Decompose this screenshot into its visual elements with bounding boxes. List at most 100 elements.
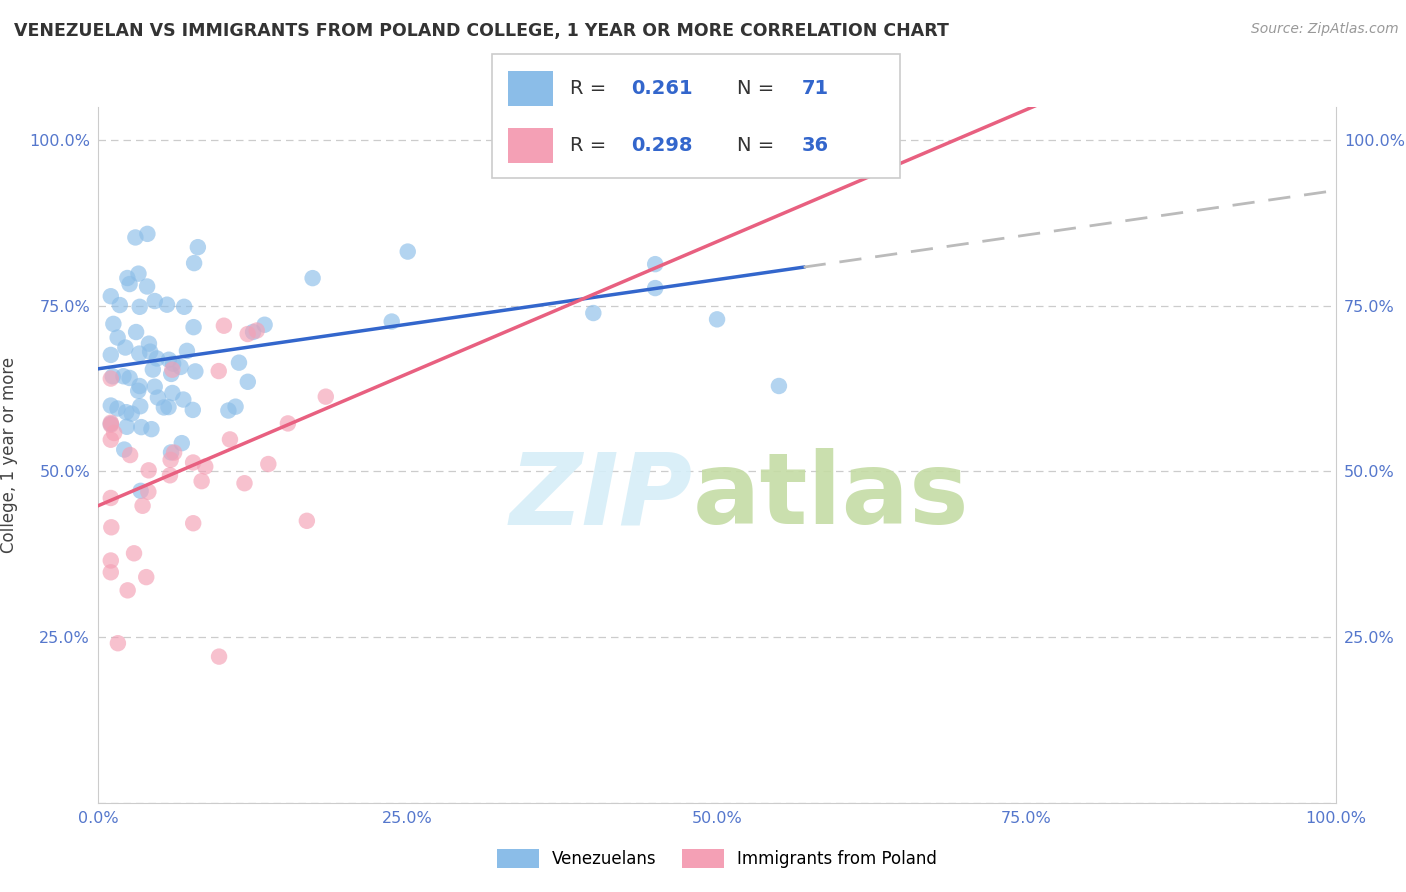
Point xyxy=(131,499,153,513)
Point xyxy=(101,369,124,384)
Point xyxy=(118,277,141,291)
Bar xyxy=(509,128,554,163)
Point xyxy=(118,371,141,385)
Point xyxy=(301,271,323,285)
Point xyxy=(100,417,122,431)
Point xyxy=(107,636,129,650)
Point xyxy=(100,566,122,580)
Point xyxy=(107,330,129,344)
Point xyxy=(117,583,139,598)
Point xyxy=(242,325,264,339)
Point xyxy=(120,448,142,462)
Text: 0.298: 0.298 xyxy=(631,136,692,155)
Point xyxy=(108,298,131,312)
Point xyxy=(128,379,150,393)
Point xyxy=(644,281,666,295)
Text: VENEZUELAN VS IMMIGRANTS FROM POLAND COLLEGE, 1 YEAR OR MORE CORRELATION CHART: VENEZUELAN VS IMMIGRANTS FROM POLAND COL… xyxy=(14,22,949,40)
Point xyxy=(381,314,404,328)
Point xyxy=(162,362,184,376)
Point xyxy=(103,425,125,440)
Point xyxy=(138,463,160,477)
Point xyxy=(217,403,239,417)
Point xyxy=(127,384,149,398)
Point xyxy=(143,379,166,393)
Y-axis label: College, 1 year or more: College, 1 year or more xyxy=(0,357,18,553)
Point xyxy=(128,346,150,360)
Point xyxy=(117,271,139,285)
Point xyxy=(181,456,204,470)
Point xyxy=(112,369,135,384)
Point xyxy=(236,326,259,341)
Point xyxy=(100,416,122,430)
Text: R =: R = xyxy=(569,79,612,98)
Point xyxy=(257,457,280,471)
Point xyxy=(190,474,212,488)
Point xyxy=(114,341,136,355)
Point xyxy=(253,318,276,332)
Text: 36: 36 xyxy=(801,136,830,155)
Point xyxy=(315,390,337,404)
Point xyxy=(160,367,183,381)
Point xyxy=(233,476,256,491)
Text: N =: N = xyxy=(737,79,780,98)
Legend: Venezuelans, Immigrants from Poland: Venezuelans, Immigrants from Poland xyxy=(491,842,943,874)
Point xyxy=(100,433,122,447)
Point xyxy=(176,343,198,358)
Point xyxy=(768,379,790,393)
Point xyxy=(183,256,205,270)
Point xyxy=(184,364,207,378)
Point xyxy=(139,344,162,359)
Point xyxy=(181,516,204,531)
Point xyxy=(187,240,209,254)
Point xyxy=(170,436,193,450)
Point xyxy=(208,364,231,378)
Point xyxy=(160,445,183,459)
Point xyxy=(100,399,122,413)
Text: ZIP: ZIP xyxy=(509,448,692,545)
Point xyxy=(153,401,176,415)
Point xyxy=(146,391,169,405)
Point xyxy=(159,468,181,483)
Point xyxy=(100,553,122,567)
Point xyxy=(122,546,145,560)
Point xyxy=(141,422,163,436)
Point xyxy=(157,400,180,414)
Point xyxy=(194,459,217,474)
Point xyxy=(582,306,605,320)
Point xyxy=(128,300,150,314)
Point xyxy=(127,267,149,281)
Point xyxy=(100,348,122,362)
Point xyxy=(115,405,138,419)
Text: Source: ZipAtlas.com: Source: ZipAtlas.com xyxy=(1251,22,1399,37)
Point xyxy=(162,386,184,401)
Point xyxy=(644,257,666,271)
Point xyxy=(169,359,191,374)
Point xyxy=(143,293,166,308)
Point xyxy=(115,419,138,434)
Point xyxy=(100,289,122,303)
Point xyxy=(136,227,159,241)
Point xyxy=(136,279,159,293)
Point xyxy=(236,375,259,389)
Point xyxy=(135,570,157,584)
Point xyxy=(225,400,247,414)
Point xyxy=(103,317,125,331)
Text: N =: N = xyxy=(737,136,780,155)
Point xyxy=(183,320,205,334)
Point xyxy=(125,325,148,339)
Point xyxy=(142,362,165,376)
Point xyxy=(124,230,146,244)
Point xyxy=(163,445,186,459)
Point xyxy=(228,356,250,370)
Point xyxy=(219,433,242,447)
Point xyxy=(277,417,299,431)
Point xyxy=(112,442,135,457)
Text: 71: 71 xyxy=(801,79,830,98)
Bar xyxy=(509,71,554,106)
Point xyxy=(107,401,129,416)
Text: R =: R = xyxy=(569,136,612,155)
Point xyxy=(138,484,160,499)
Point xyxy=(129,483,152,498)
Point xyxy=(830,152,852,166)
Point xyxy=(100,371,122,385)
